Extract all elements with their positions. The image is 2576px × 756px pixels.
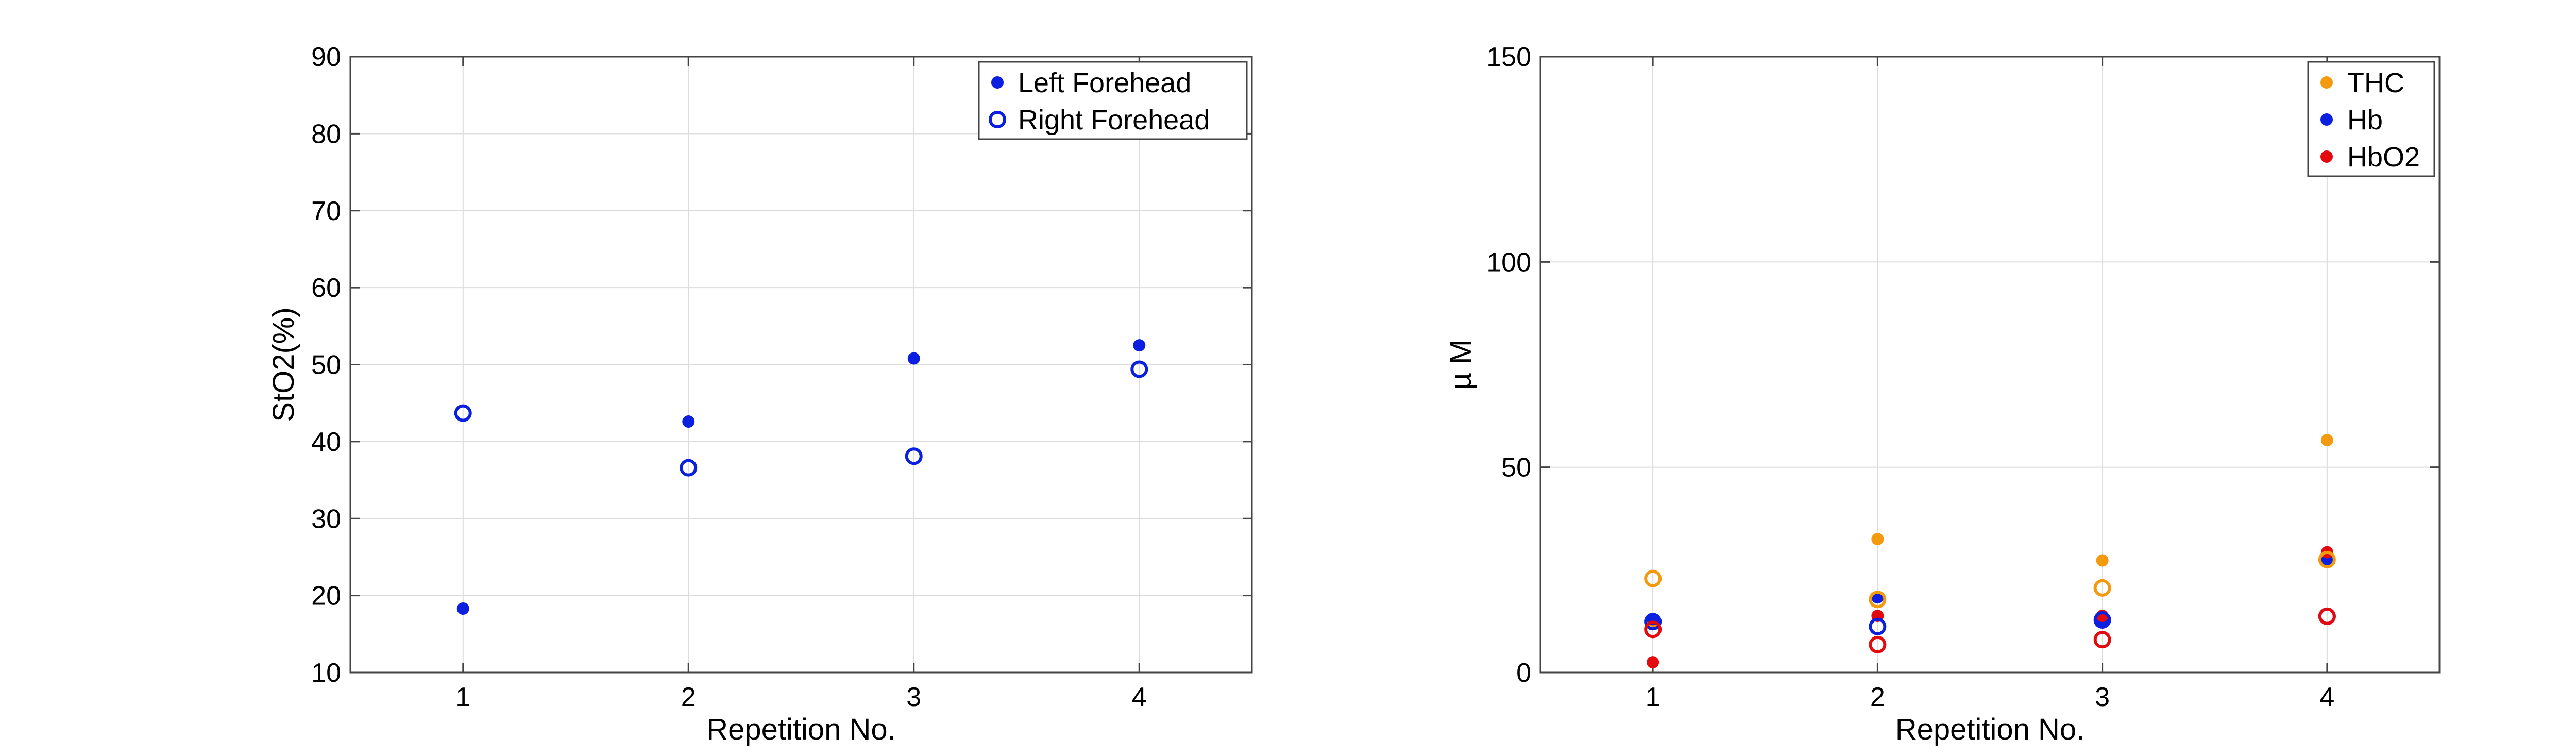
data-point: [2318, 550, 2336, 568]
x-axis-label: Repetition No.: [706, 713, 896, 746]
data-point: [1647, 656, 1659, 669]
legend: THC Hb HbO2: [2307, 61, 2435, 177]
legend-label: Left Forehead: [1018, 68, 1191, 98]
y-axis-label: StO2(%): [267, 307, 300, 422]
data-point: [2318, 607, 2336, 625]
y-tick-label: 70: [311, 196, 341, 226]
legend-box: [978, 61, 1248, 140]
legend-marker: [989, 111, 1006, 128]
data-point: [2093, 631, 2111, 649]
y-tick-label: 90: [311, 42, 341, 72]
axes-frame: [1539, 56, 2441, 674]
legend-label: Right Forehead: [1018, 105, 1210, 136]
x-tick-label: 4: [1132, 682, 1147, 712]
data-point: [1871, 533, 1884, 546]
y-tick-label: 30: [311, 504, 341, 534]
data-point: [1130, 360, 1148, 378]
data-point: [680, 459, 698, 477]
x-tick-label: 1: [455, 682, 470, 712]
y-tick-label: 10: [311, 658, 341, 688]
y-tick-label: 40: [311, 427, 341, 457]
y-tick-label: 80: [311, 119, 341, 149]
data-point: [905, 447, 923, 465]
data-point: [1869, 591, 1887, 609]
y-tick-label: 0: [1516, 658, 1531, 688]
x-axis-label: Repetition No.: [1895, 713, 2085, 746]
data-point: [1869, 635, 1887, 653]
data-point: [2320, 434, 2333, 447]
x-tick-label: 4: [2319, 682, 2334, 712]
legend-marker: [2320, 113, 2333, 126]
y-tick-label: 50: [1501, 453, 1531, 483]
data-point: [2096, 554, 2109, 567]
x-tick-label: 3: [2095, 682, 2110, 712]
y-tick-label: 150: [1486, 42, 1531, 72]
series-open-3: [1644, 550, 2336, 609]
data-point: [454, 404, 472, 422]
legend-label: Hb: [2347, 105, 2383, 136]
x-tick-label: 1: [1646, 682, 1660, 712]
x-tick-label: 2: [1870, 682, 1885, 712]
data-point: [2093, 579, 2111, 597]
series-thc: [1647, 434, 2333, 630]
data-point: [682, 415, 695, 428]
series-right-forehead: [454, 360, 1148, 477]
data-point: [2093, 611, 2111, 629]
legend: Left Forehead Right Forehead: [978, 61, 1248, 140]
data-point: [1644, 569, 1662, 587]
data-point: [456, 602, 469, 615]
y-tick-label: 50: [311, 350, 341, 380]
series-left-forehead: [456, 339, 1146, 615]
x-tick-label: 2: [681, 682, 696, 712]
chart-1: 1 2 3 4 10 20 30 40 50 60 70 80 90 Repetition No. StO2…: [267, 42, 1253, 746]
series-open-5: [1644, 607, 2336, 653]
legend-label: THC: [2347, 68, 2404, 98]
data-point: [1644, 620, 1662, 639]
y-tick-label: 60: [311, 273, 341, 303]
data-point: [907, 352, 920, 365]
data-point: [1133, 339, 1146, 352]
data-point: [1869, 617, 1887, 635]
y-tick-label: 20: [311, 581, 341, 611]
x-tick-label: 3: [906, 682, 921, 712]
y-axis-label: µ M: [1444, 340, 1478, 390]
y-tick-label: 100: [1486, 247, 1531, 277]
legend-label: HbO2: [2347, 142, 2420, 173]
legend-marker: [2320, 150, 2333, 163]
legend-marker: [2320, 76, 2333, 89]
plot-area: [1540, 57, 2439, 673]
data-point: [1644, 613, 1662, 631]
legend-marker: [991, 76, 1004, 89]
chart-2: 1 2 3 4 0 50 100 150 Repetition No. µ M THC Hb HbO2: [1444, 42, 2441, 746]
